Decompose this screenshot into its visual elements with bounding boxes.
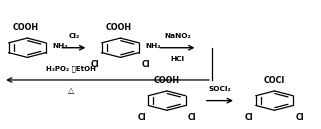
Text: Cl: Cl	[188, 113, 196, 122]
Text: Cl: Cl	[245, 113, 254, 122]
Text: Cl: Cl	[295, 113, 304, 122]
Text: COOH: COOH	[13, 23, 39, 32]
Text: HCl: HCl	[170, 56, 185, 62]
Text: NH₂: NH₂	[52, 43, 68, 49]
Text: NH₂: NH₂	[145, 43, 161, 49]
Text: SOCl₂: SOCl₂	[209, 86, 231, 92]
Text: Cl₂: Cl₂	[68, 33, 80, 39]
Text: Cl: Cl	[91, 60, 100, 69]
Text: △: △	[67, 86, 74, 95]
Text: Cl: Cl	[141, 60, 150, 69]
Text: COOH: COOH	[106, 23, 132, 32]
Text: NaNO₂: NaNO₂	[164, 33, 191, 39]
Text: COOH: COOH	[154, 76, 180, 85]
Text: H₃PO₂ 或EtOH: H₃PO₂ 或EtOH	[46, 65, 96, 72]
Text: Cl: Cl	[137, 113, 146, 122]
Text: COCl: COCl	[264, 76, 285, 85]
